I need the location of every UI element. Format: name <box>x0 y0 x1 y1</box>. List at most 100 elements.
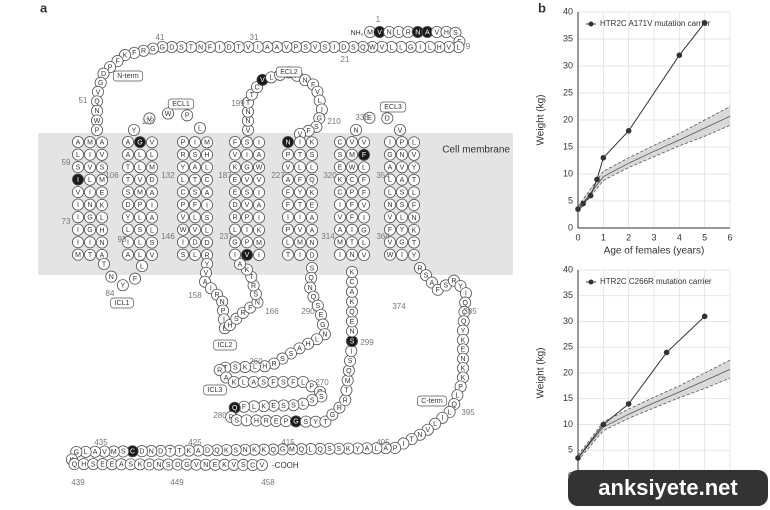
residue-circle <box>188 198 201 211</box>
residue: N <box>303 77 308 84</box>
residue: L <box>84 449 88 456</box>
residue: I <box>299 140 301 147</box>
residue: D <box>158 448 163 455</box>
residue: T <box>298 152 303 159</box>
residue-circle <box>293 186 306 199</box>
residue: V <box>425 427 430 434</box>
residue-circle <box>345 248 358 261</box>
residue-number: 449 <box>170 478 184 487</box>
residue-circle <box>345 211 358 224</box>
residue-circle <box>252 161 265 174</box>
residue-circle <box>345 198 358 211</box>
residue: Y <box>298 190 303 197</box>
residue: L <box>318 98 322 105</box>
residue: L <box>252 404 256 411</box>
residue: D <box>341 44 346 51</box>
residue: F <box>291 379 295 386</box>
residue: Q <box>308 275 314 282</box>
residue-circle <box>72 198 85 211</box>
residue-circle <box>72 211 85 224</box>
residue: I <box>465 291 467 298</box>
residue: M <box>75 252 81 259</box>
residue-circle <box>383 198 396 211</box>
residue-circle <box>143 112 156 125</box>
data-point <box>625 401 632 407</box>
residue: G <box>87 227 92 234</box>
residue: V <box>298 227 303 234</box>
residue: A <box>257 202 262 209</box>
residue-circle <box>200 223 213 236</box>
residue: I <box>77 227 79 234</box>
y-tick-label: 10 <box>563 419 573 429</box>
residue: A <box>297 346 302 353</box>
residue-number: 41 <box>156 33 165 42</box>
residue: A <box>100 140 105 147</box>
residue-circle <box>72 173 85 186</box>
residue-circle <box>293 223 306 236</box>
residue-circle <box>240 223 253 236</box>
y-tick-label: 0 <box>568 222 573 232</box>
residue-circle <box>407 248 420 261</box>
domain-label: ICL2 <box>218 342 233 349</box>
residue-circle <box>122 211 135 224</box>
residue: I <box>299 215 301 222</box>
residue: M <box>297 240 303 247</box>
residue: H <box>99 227 104 234</box>
residue-circle <box>176 161 189 174</box>
residue: L <box>428 44 432 51</box>
residue-circle <box>407 148 420 161</box>
domain-label: ECL3 <box>384 104 402 111</box>
residue-circle <box>281 211 294 224</box>
residue: V <box>388 214 393 221</box>
residue: N <box>156 462 161 469</box>
residue: A <box>93 449 98 456</box>
residue-number: 158 <box>188 291 202 300</box>
residue: M <box>367 29 373 36</box>
residue-circle <box>181 109 194 122</box>
residue-circle <box>395 173 408 186</box>
residue: R <box>240 310 245 317</box>
residue-circle <box>176 135 189 148</box>
residue-circle <box>122 223 135 236</box>
residue-circle <box>252 136 265 149</box>
residue: T <box>126 177 131 184</box>
residue: I <box>219 44 221 51</box>
residue-circle <box>252 173 265 186</box>
residue: K <box>233 164 238 171</box>
residue-circle <box>252 223 265 236</box>
residue: S <box>337 446 342 453</box>
residue-circle <box>133 248 146 261</box>
residue: P <box>350 190 355 197</box>
residue-circle <box>84 236 97 249</box>
residue: K <box>350 299 355 306</box>
residue: C <box>255 84 260 91</box>
residue: R <box>251 283 256 290</box>
residue: K <box>461 375 466 382</box>
residue-circle <box>96 148 109 161</box>
residue: G <box>408 44 413 51</box>
residue: L <box>193 252 197 259</box>
residue-circle <box>122 198 135 211</box>
residue: M <box>204 140 210 147</box>
residue: D <box>232 202 237 209</box>
residue: V <box>194 462 199 469</box>
residue: T <box>193 177 198 184</box>
residue: T <box>102 261 107 268</box>
residue: L <box>193 215 197 222</box>
residue-circle <box>383 223 396 236</box>
residue-circle <box>72 236 85 249</box>
residue: T <box>286 252 291 259</box>
residue: V <box>260 77 265 84</box>
residue: S <box>281 379 286 386</box>
residue: V <box>388 239 393 246</box>
residue-number: 21 <box>341 55 350 64</box>
residue: V <box>338 214 343 221</box>
residue-number: 9 <box>466 42 471 51</box>
residue: A <box>224 375 229 382</box>
residue-circle <box>84 161 97 174</box>
residue-circle <box>407 223 420 236</box>
residue-circle <box>200 198 213 211</box>
residue: M <box>137 190 143 197</box>
residue-circle <box>200 161 213 174</box>
